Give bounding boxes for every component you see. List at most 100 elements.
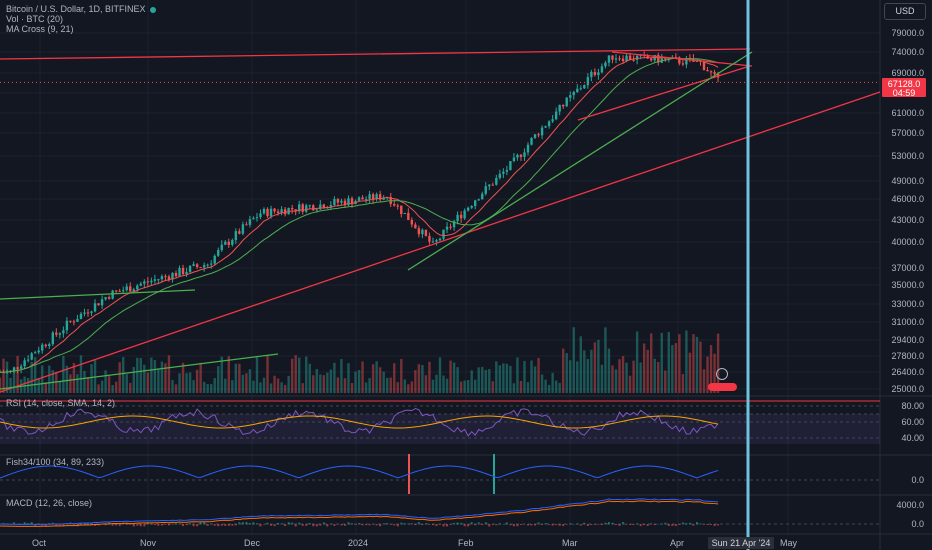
macd-hist-bar [241,522,244,525]
macd-hist-bar [115,524,118,526]
macd-hist-bar [365,524,368,526]
volume-bar [653,358,656,393]
candle-body [431,241,435,243]
macd-hist-bar [153,524,156,526]
volume-bar [688,352,692,393]
macd-hist-bar [477,522,480,525]
macd-hist-bar [453,522,456,525]
volume-bar [129,382,132,393]
candle-body [276,211,280,213]
macd-hist-bar [685,523,688,525]
volume-bar [635,331,639,393]
volume-bar [565,353,568,393]
currency-button[interactable]: USD [884,3,926,20]
macd-hist-bar [136,524,139,526]
volume-bar [262,377,266,393]
macd-hist-bar [319,524,322,526]
volume-bar [0,377,2,393]
candle-body [459,214,463,219]
macd-hist-bar [498,523,501,525]
price-tick: 57000.0 [891,128,924,138]
volume-bar [681,374,685,393]
macd-hist-bar [203,522,206,525]
macd-hist-bar [189,523,192,525]
macd-hist-bar [234,524,237,526]
price-tick: 40000.0 [891,237,924,247]
volume-bar [174,384,178,393]
volume-bar [227,356,230,393]
macd-hist-bar [604,522,607,525]
volume-bar [340,359,343,393]
volume-bar [354,371,357,393]
candlesticks [0,51,720,374]
macd-hist-bar [484,522,487,525]
rsi-legend[interactable]: RSI (14, close, SMA, 14, 2) [6,398,116,408]
candle-body [192,264,195,266]
macd-hist-bar [653,524,656,526]
volume-bar [206,384,209,393]
candle-body [160,276,164,280]
price-tick: 79000.0 [891,28,924,38]
indicator-alert-icon[interactable] [708,383,737,391]
candle-body [143,281,146,284]
symbol-legend[interactable]: Bitcoin / U.S. Dollar, 1D, BITFINEX [6,4,156,15]
price-tick: 53000.0 [891,151,924,161]
fish-legend[interactable]: Fish34/100 (34, 89, 233) [6,457,105,467]
candle-body [224,241,227,245]
volume-legend[interactable]: Vol · BTC (20) [6,14,64,24]
candle-body [241,224,245,234]
macd-hist-bar [470,522,473,525]
candle-body [466,207,470,211]
macd-hist-bar [678,524,681,525]
macd-hist-bar [622,522,625,525]
ma-cross-legend[interactable]: MA Cross (9, 21) [6,24,74,34]
macd-hist-bar [389,524,392,525]
volume-bar [86,377,90,393]
volume-bar [252,380,255,393]
macd-hist-bar [548,524,551,525]
volume-bar [114,381,118,393]
candle-body [343,200,347,206]
scale-tick: 4000.0 [896,500,924,510]
volume-bar [178,373,181,393]
time-tick: Nov [140,538,157,548]
volume-bar [245,373,248,393]
macd-hist-bar [393,524,396,526]
fisher-pane [0,454,880,494]
volume-bar [69,374,72,393]
candle-body [174,272,178,277]
candle-body [498,173,502,178]
candle-body [255,217,259,219]
volume-bar [343,378,347,393]
volume-bar [481,366,484,393]
volume-bar [537,357,540,393]
candle-body [537,134,540,136]
price-tick: 69000.0 [891,68,924,78]
time-tick: 2024 [348,538,369,548]
macd-hist-bar [132,524,135,527]
volume-bar [540,374,544,393]
macd-hist-bar [410,523,413,525]
volume-bar [667,332,670,393]
candle-body [16,367,19,369]
price-tick: 25000.0 [891,384,924,394]
macd-legend[interactable]: MACD (12, 26, close) [6,498,93,508]
macd-hist-bar [386,523,389,525]
rsi-sma-line [0,415,719,429]
volume-bar [396,382,399,393]
volume-bar [428,361,431,393]
volume-bar [143,364,146,393]
volume-bar [361,361,364,393]
price-tick: 31000.0 [891,317,924,327]
macd-hist-bar [674,524,677,527]
volume-bar [632,360,635,393]
macd-hist-bar [379,524,382,527]
candle-body [319,204,322,210]
volume-bar [530,360,533,393]
candle-body [26,359,30,361]
alert-clock-icon[interactable] [716,368,728,380]
candle-body [597,72,600,76]
macd-hist-bar [403,523,406,525]
candle-body [93,303,97,312]
